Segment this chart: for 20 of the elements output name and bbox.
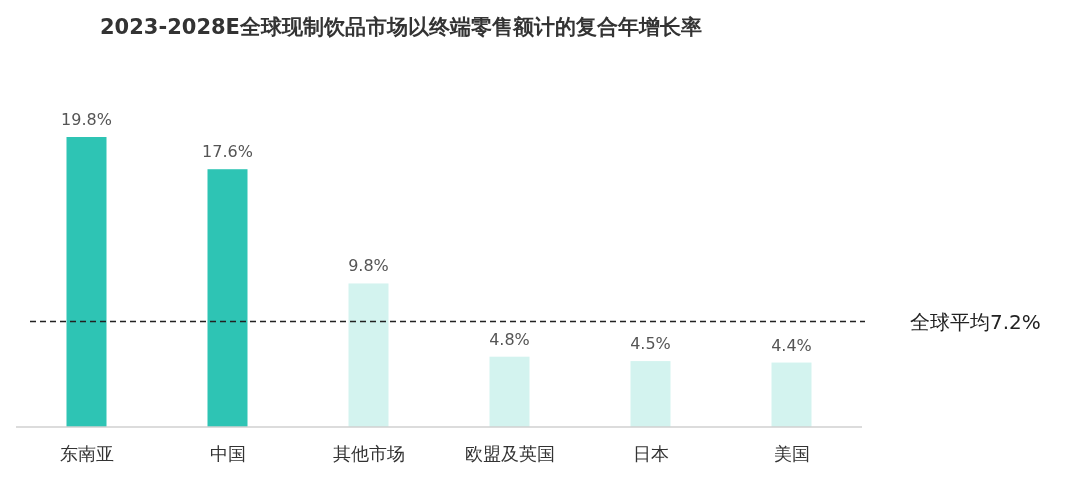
bar — [66, 137, 107, 427]
x-tick-label: 其他市场 — [332, 443, 405, 464]
ref-line-label: 全球平均7.2% — [910, 309, 1041, 334]
data-label: 4.8% — [489, 329, 530, 349]
x-tick-label: 中国 — [209, 443, 246, 464]
data-label: 4.5% — [630, 334, 671, 354]
data-label: 19.8% — [61, 110, 112, 129]
bar — [771, 362, 812, 427]
x-tick-label: 欧盟及英国 — [464, 443, 555, 464]
bar — [489, 356, 530, 427]
bar — [207, 169, 248, 427]
data-label: 4.4% — [771, 335, 812, 355]
bar — [630, 361, 671, 427]
data-label: 17.6% — [202, 142, 253, 162]
bar — [348, 283, 389, 427]
chart-title: 2023-2028E全球现制饮品市场以终端零售额计的复合年增长率 — [100, 15, 702, 39]
x-tick-label: 美国 — [773, 443, 810, 464]
data-label: 9.8% — [348, 256, 389, 276]
x-tick-label: 东南亚 — [59, 443, 114, 464]
x-tick-label: 日本 — [632, 443, 669, 464]
